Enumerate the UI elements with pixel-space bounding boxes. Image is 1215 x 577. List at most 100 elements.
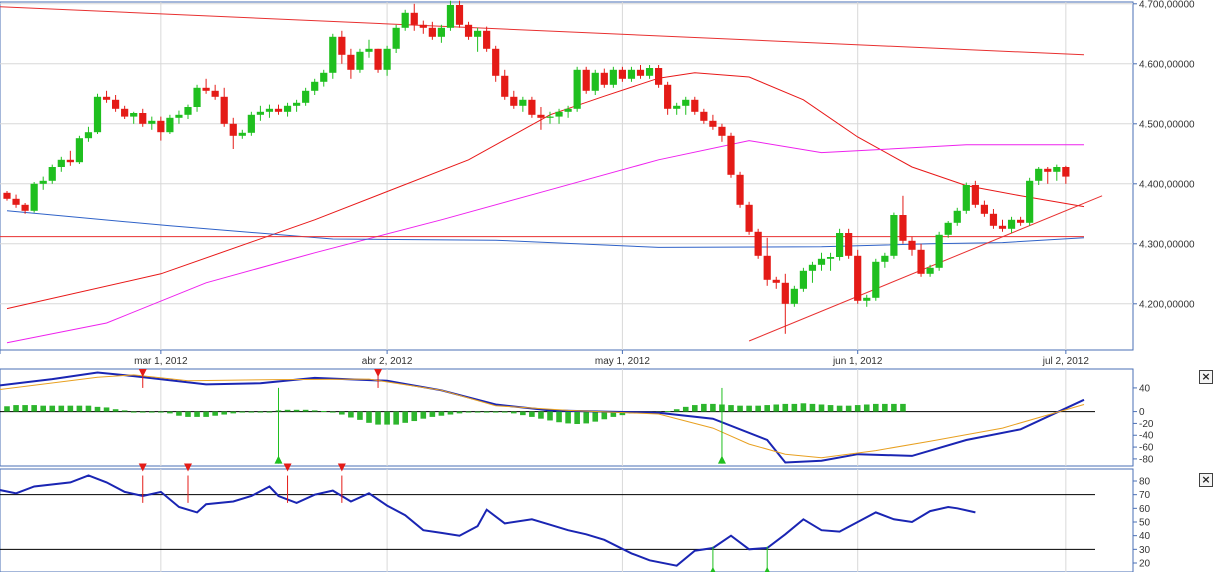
macd-histogram-bar [393,411,399,425]
candle-body [917,249,925,274]
candle-body [329,36,337,73]
sell-signal-marker [138,369,147,377]
candle-body [75,138,83,163]
candle-body [1007,219,1016,229]
rsi-y-tick-label: 50 [1139,518,1151,529]
candle-body [57,159,65,167]
sell-signal-marker [184,463,192,472]
candle-body [247,114,255,133]
candle-body [745,204,753,232]
candle-body [808,264,817,271]
macd-histogram-bar [176,411,182,416]
macd-histogram-bar [239,411,246,413]
macd-histogram-bar [230,411,237,414]
rsi-y-tick-label: 20 [1139,559,1151,570]
candle-body [283,105,292,112]
macd-histogram-bar [682,406,689,412]
macd-histogram-bar [891,403,897,412]
macd-histogram-bar [339,411,345,415]
price-x-tick-label: jul 2, 2012 [1042,356,1090,367]
macd-histogram-bar [882,403,888,412]
price-overlay-line [6,72,1085,310]
price-y-tick-label: 4.500,00000 [1139,119,1195,130]
candle-body [790,288,798,304]
macd-histogram-bar [547,411,553,421]
candle-body [3,192,11,199]
candle-body [184,107,192,115]
macd-histogram-bar [610,411,617,417]
macd-histogram-bar [185,411,191,417]
macd-histogram-bar [22,405,28,412]
macd-histogram-bar [49,405,56,412]
sell-signal-marker [283,463,292,472]
candle-body [130,113,138,117]
rsi-y-tick-label: 70 [1139,490,1151,501]
buy-signal-marker [717,455,726,464]
macd-histogram-bar [139,411,146,413]
macd-histogram-bar [203,411,209,417]
sell-signal-marker [374,369,383,377]
candle-body [682,99,690,106]
signal-line [0,374,1085,459]
macd-histogram-bar [121,410,128,412]
macd-histogram-bar [511,411,517,414]
candle-body [492,48,500,76]
candle-body [962,185,970,211]
candle-body [446,5,455,28]
macd-histogram-bar [293,409,300,412]
macd-histogram-bar [330,411,336,413]
candle-body [175,114,183,118]
candle-body [1035,168,1043,181]
macd-histogram-bar [158,411,164,413]
macd-histogram-bar [538,411,544,419]
candle-body [908,240,916,250]
rsi-y-tick-label: 60 [1139,504,1151,515]
candle-body [274,108,283,112]
macd-histogram-bar [818,404,825,412]
macd-histogram-bar [728,405,734,412]
candle-body [474,30,482,37]
close-macd-panel-button[interactable]: × [1199,370,1213,384]
macd-histogram-bar [103,407,110,412]
macd-histogram-bar [357,411,363,420]
rsi-line [0,474,976,567]
macd-histogram-bar [194,411,200,417]
candle-body [926,267,934,274]
close-rsi-panel-button[interactable]: × [1199,473,1213,487]
candle-body [39,180,47,184]
candle-body [673,105,681,109]
candle-body [727,135,735,175]
macd-histogram-bar [167,411,173,414]
candle-body [48,167,56,181]
price-x-tick-label: jun 1, 2012 [832,356,883,367]
candle-body [455,5,464,25]
candle-body [293,102,301,106]
candle-body [238,132,246,136]
candle-body [148,120,156,124]
candle-body [836,233,844,257]
macd-histogram-bar [845,405,852,412]
macd-histogram-bar [701,403,707,412]
rsi-plot-area [0,468,1134,573]
candle-body [256,111,264,115]
candle-body [356,51,364,70]
macd-histogram-bar [248,411,255,413]
price-x-tick-label: may 1, 2012 [595,356,650,367]
candle-body [944,222,952,235]
candle-body [112,99,120,109]
candle-body [338,36,346,55]
candle-body [1062,167,1070,177]
macd-histogram-bar [673,409,680,412]
candle-body [157,120,165,133]
rsi-y-tick-label: 80 [1139,477,1151,488]
macd-histogram-bar [556,411,562,423]
candle-body [537,114,545,118]
candle-body [582,69,590,91]
candle-body [998,225,1007,229]
candle-body [483,30,491,49]
macd-histogram-bar [619,411,626,416]
price-y-tick-label: 4.300,00000 [1139,239,1195,250]
price-overlay-line [0,6,1085,56]
